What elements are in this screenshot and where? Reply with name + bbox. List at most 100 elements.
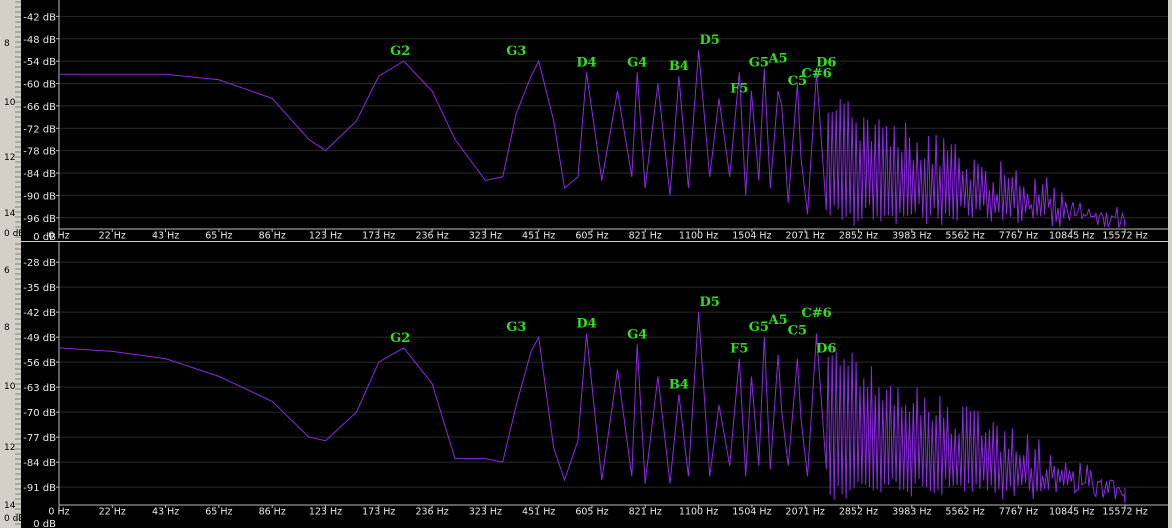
ruler-label: 14 bbox=[4, 209, 16, 219]
x-tick-label: 451 Hz bbox=[522, 506, 555, 517]
note-label: A5 bbox=[768, 313, 788, 328]
note-label: D6 bbox=[816, 342, 836, 357]
x-tick-label: 3983 Hz bbox=[892, 230, 931, 241]
spectrum-panel-top: 8 10 12 14 0 dB -36 dB -42 dB -48 dB -54 dB -60 d… bbox=[0, 0, 1172, 241]
note-label: D4 bbox=[576, 55, 596, 70]
x-tick-label: 821 Hz bbox=[629, 506, 662, 517]
note-label: G5 bbox=[749, 320, 769, 335]
ruler-label: 0 dB bbox=[4, 229, 24, 239]
x-tick-label: 236 Hz bbox=[415, 230, 448, 241]
y-tick-label: -42 dB bbox=[23, 308, 56, 319]
note-label: C#6 bbox=[801, 67, 831, 82]
y-tick-label: -90 dB bbox=[23, 191, 56, 202]
ruler-label: 14 bbox=[4, 501, 16, 511]
x-tick-label: 65 Hz bbox=[205, 506, 232, 517]
note-label: G3 bbox=[506, 320, 526, 335]
x-tick-label: 123 Hz bbox=[309, 506, 342, 517]
right-border bbox=[1168, 0, 1172, 241]
y-tick-label: -36 dB bbox=[23, 0, 56, 1]
note-label: G2 bbox=[390, 331, 410, 346]
note-label: D5 bbox=[700, 295, 720, 310]
y-tick-label: -84 dB bbox=[23, 169, 56, 180]
x-tick-label: 173 Hz bbox=[362, 230, 395, 241]
note-label: D6 bbox=[816, 55, 836, 70]
spectrum-trace bbox=[58, 312, 1126, 504]
right-border bbox=[1168, 242, 1172, 528]
y-tick-label: -48 dB bbox=[23, 35, 56, 46]
note-label: A5 bbox=[768, 52, 788, 67]
x-tick-label: 10845 Hz bbox=[1049, 506, 1094, 517]
y-tick-label: -84 dB bbox=[23, 458, 56, 469]
x-tick-label: 43 Hz bbox=[152, 506, 179, 517]
x-tick-label: 2071 Hz bbox=[786, 506, 825, 517]
x-tick-label: 5562 Hz bbox=[945, 506, 984, 517]
note-label: G4 bbox=[627, 55, 647, 70]
note-label: C5 bbox=[788, 74, 807, 89]
x-tick-label: 821 Hz bbox=[629, 230, 662, 241]
note-label: G2 bbox=[390, 44, 410, 59]
ruler-label: 10 bbox=[4, 382, 16, 392]
y-tick-label: -49 dB bbox=[23, 333, 56, 344]
x-tick-label: 1504 Hz bbox=[732, 230, 771, 241]
x-tick-label: 2071 Hz bbox=[786, 230, 825, 241]
y-tick-label: -42 dB bbox=[23, 12, 56, 23]
note-label: F5 bbox=[730, 81, 748, 96]
x-tick-label: 0 Hz bbox=[48, 230, 69, 241]
x-tick-label: 65 Hz bbox=[205, 230, 232, 241]
x-tick-label: 1100 Hz bbox=[679, 506, 718, 517]
x-tick-label: 323 Hz bbox=[469, 230, 502, 241]
note-label: D4 bbox=[576, 317, 596, 332]
y-tick-label: -56 dB bbox=[23, 358, 56, 369]
x-tick-label: 236 Hz bbox=[415, 506, 448, 517]
note-label: G4 bbox=[627, 327, 647, 342]
note-label: G3 bbox=[506, 44, 526, 59]
x-tick-label: 22 Hz bbox=[99, 230, 126, 241]
x-tick-label: 7767 Hz bbox=[999, 230, 1038, 241]
spectrum-trace bbox=[59, 49, 1126, 230]
note-label: G5 bbox=[749, 55, 769, 70]
y-tick-label: -96 dB bbox=[23, 214, 56, 225]
x-tick-label: 1100 Hz bbox=[679, 230, 718, 241]
x-tick-label: 2852 Hz bbox=[839, 506, 878, 517]
note-label: D5 bbox=[700, 33, 720, 48]
y-tick-label: 0 dB bbox=[33, 519, 56, 528]
note-label: F5 bbox=[730, 342, 748, 357]
x-tick-label: 86 Hz bbox=[259, 230, 286, 241]
spectrum-chart-bottom[interactable]: 6 8 10 12 14 0 dB -28 dB -35 dB -42 dB -49 dB -56 … bbox=[0, 242, 1172, 528]
ruler-label: 6 bbox=[4, 266, 10, 276]
x-tick-label: 15572 Hz bbox=[1102, 230, 1147, 241]
x-tick-label: 0 Hz bbox=[48, 506, 69, 517]
ruler-label: 0 dB bbox=[4, 514, 24, 524]
note-label: C#6 bbox=[801, 306, 831, 321]
ruler-label: 12 bbox=[4, 443, 15, 453]
ruler-label: 8 bbox=[4, 39, 10, 49]
note-label: C5 bbox=[788, 324, 807, 339]
x-tick-label: 605 Hz bbox=[575, 230, 608, 241]
ruler-label: 12 bbox=[4, 153, 15, 163]
y-tick-label: -78 dB bbox=[23, 147, 56, 158]
y-tick-label: -77 dB bbox=[23, 433, 56, 444]
ruler-label: 8 bbox=[4, 323, 10, 333]
x-tick-label: 15572 Hz bbox=[1102, 506, 1147, 517]
x-tick-label: 5562 Hz bbox=[945, 230, 984, 241]
x-tick-label: 2852 Hz bbox=[839, 230, 878, 241]
spectrum-panel-bottom: 6 8 10 12 14 0 dB -28 dB -35 dB -42 dB -49 dB -56 … bbox=[0, 242, 1172, 528]
y-tick-label: 0 dB bbox=[33, 232, 56, 241]
left-ruler bbox=[0, 0, 21, 241]
x-tick-label: 86 Hz bbox=[259, 506, 286, 517]
spectrum-chart-top[interactable]: 8 10 12 14 0 dB -36 dB -42 dB -48 dB -54 dB -60 d… bbox=[0, 0, 1172, 241]
x-tick-label: 43 Hz bbox=[152, 230, 179, 241]
y-tick-label: -91 dB bbox=[23, 483, 56, 494]
y-tick-label: -60 dB bbox=[23, 80, 56, 91]
x-tick-label: 22 Hz bbox=[99, 506, 126, 517]
x-tick-label: 1504 Hz bbox=[732, 506, 771, 517]
y-tick-label: -72 dB bbox=[23, 124, 56, 135]
note-label: B4 bbox=[669, 59, 689, 74]
x-tick-label: 123 Hz bbox=[309, 230, 342, 241]
x-tick-label: 451 Hz bbox=[522, 230, 555, 241]
y-tick-label: -66 dB bbox=[23, 102, 56, 113]
x-tick-label: 3983 Hz bbox=[892, 506, 931, 517]
y-tick-label: -35 dB bbox=[23, 283, 56, 294]
y-tick-label: -63 dB bbox=[23, 383, 56, 394]
